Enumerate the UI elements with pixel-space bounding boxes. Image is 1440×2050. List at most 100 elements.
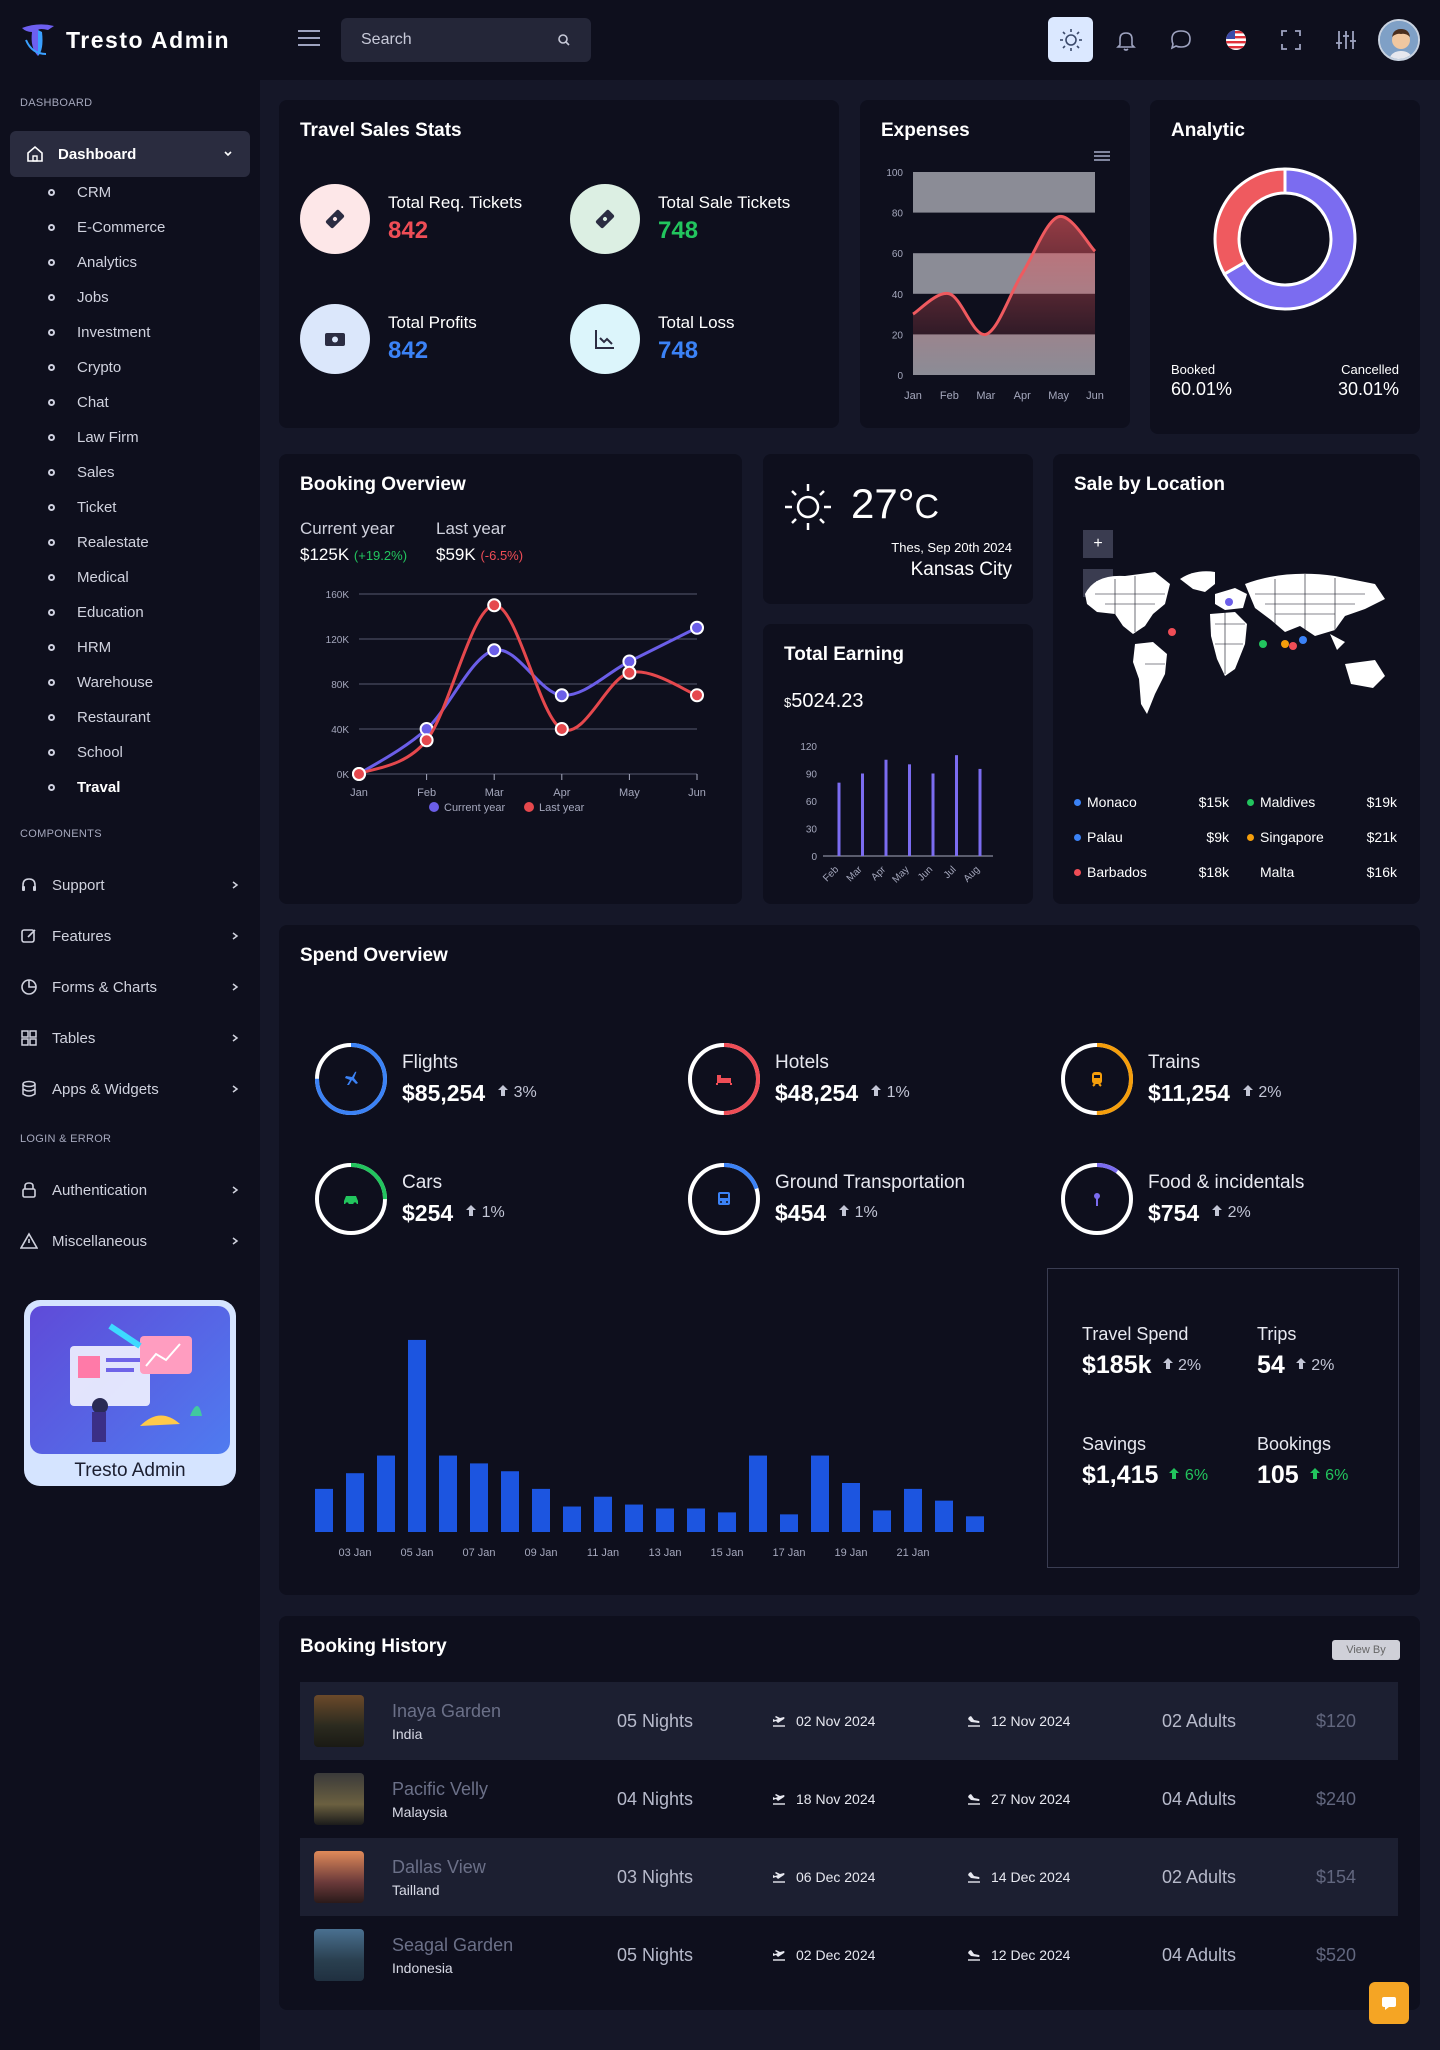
settings-button[interactable] — [1323, 17, 1368, 62]
x-tick-label: Apr — [553, 787, 570, 799]
spend-label: Trains — [1148, 1051, 1201, 1073]
spend-item-hotels[interactable]: Hotels $48,254 1% — [685, 1040, 910, 1118]
sidebar-item-forms-charts[interactable]: Forms & Charts — [20, 978, 240, 996]
sidebar-subitem[interactable]: Sales — [48, 464, 115, 481]
bar — [935, 1500, 953, 1532]
sidebar-subitem[interactable]: Warehouse — [48, 674, 153, 691]
x-tick-label: Jun — [916, 864, 935, 883]
messages-button[interactable] — [1158, 17, 1203, 62]
sidebar-subitem[interactable]: Education — [48, 604, 144, 621]
x-tick-label: 09 Jan — [524, 1547, 557, 1559]
food-icon — [1094, 1193, 1100, 1206]
sidebar-subitem[interactable]: E-Commerce — [48, 219, 165, 236]
us-flag-icon — [1225, 29, 1246, 50]
bar — [501, 1471, 519, 1532]
sidebar-subitem[interactable]: School — [48, 744, 123, 761]
spend-item-ground-transportation[interactable]: Ground Transportation $454 1% — [685, 1160, 965, 1238]
data-point — [419, 733, 434, 748]
spend-item-flights[interactable]: Flights $85,254 3% — [312, 1040, 537, 1118]
sidebar-item-dashboard[interactable]: Dashboard — [10, 131, 250, 177]
sun-icon — [785, 484, 831, 530]
sidebar-item-tables[interactable]: Tables — [20, 1029, 240, 1047]
x-tick-label: 07 Jan — [462, 1547, 495, 1559]
search-input[interactable]: Search — [341, 18, 591, 62]
spend-item-trains[interactable]: Trains $11,254 2% — [1058, 1040, 1281, 1118]
arrow-up-icon — [1162, 1357, 1173, 1369]
place-name[interactable]: Dallas View — [392, 1856, 486, 1877]
bullet-icon — [48, 679, 55, 686]
table-row[interactable]: Inaya Garden India 05 Nights 02 Nov 2024 … — [300, 1682, 1398, 1760]
fullscreen-button[interactable] — [1268, 17, 1313, 62]
notifications-button[interactable] — [1103, 17, 1148, 62]
total-earning-card: Total Earning $5024.23 120 90 60 30 0 Feb Mar A… — [763, 624, 1033, 904]
section-components-label: COMPONENTS — [20, 828, 102, 840]
view-by-button[interactable]: View By — [1332, 1640, 1400, 1660]
spend-item-food-incidentals[interactable]: Food & incidentals $754 2% — [1058, 1160, 1304, 1238]
sidebar-item-miscellaneous[interactable]: Miscellaneous — [20, 1232, 240, 1250]
sidebar-item-support[interactable]: Support — [20, 876, 240, 894]
x-tick-label: Jul — [942, 864, 959, 881]
bullet-icon — [48, 644, 55, 651]
place-name[interactable]: Pacific Velly — [392, 1778, 489, 1799]
chart-menu-icon[interactable] — [1094, 150, 1110, 162]
sidebar-item-apps-widgets[interactable]: Apps & Widgets — [20, 1080, 240, 1098]
map-zoom-in-button[interactable]: + — [1083, 530, 1113, 558]
brand[interactable]: Tresto Admin — [18, 20, 230, 60]
sidebar-subitem[interactable]: Medical — [48, 569, 129, 586]
card-title: Analytic — [1171, 120, 1245, 141]
data-point — [622, 654, 637, 669]
sidebar-subitem[interactable]: Jobs — [48, 289, 109, 306]
spend-label: Hotels — [775, 1051, 829, 1073]
sidebar-subitem[interactable]: Crypto — [48, 359, 121, 376]
card-title: Travel Sales Stats — [300, 120, 462, 141]
table-row[interactable]: Dallas View Tailland 03 Nights 06 Dec 202… — [300, 1838, 1398, 1916]
promo-card[interactable]: Tresto Admin — [24, 1300, 236, 1486]
sidebar-subitem-label: Jobs — [77, 289, 109, 306]
sidebar-subitem[interactable]: Ticket — [48, 499, 116, 516]
sidebar-item-authentication[interactable]: Authentication — [20, 1181, 240, 1199]
sidebar-subitem-label: Warehouse — [77, 674, 154, 691]
table-row[interactable]: Seagal Garden Indonesia 05 Nights 02 Dec … — [300, 1916, 1398, 1994]
checkout-date: 12 Nov 2024 — [991, 1713, 1071, 1729]
sidebar-item-features[interactable]: Features — [20, 927, 240, 945]
menu-toggle-icon[interactable] — [298, 30, 320, 48]
weather-city: Kansas City — [910, 559, 1012, 580]
current-year-label: Current year — [300, 519, 395, 538]
series-line — [912, 215, 1097, 336]
search-icon[interactable] — [557, 33, 571, 47]
sidebar-subitem[interactable]: Restaurant — [48, 709, 150, 726]
sidebar-subitem[interactable]: Chat — [48, 394, 109, 411]
spend-summary-box: Travel Spend $185k 2% Trips 54 2% Saving… — [1047, 1268, 1399, 1568]
sidebar-subitem[interactable]: Law Firm — [48, 429, 139, 446]
stat-total-profits: Total Profits 842 — [300, 304, 477, 374]
floating-chat-button[interactable] — [1369, 1982, 1409, 2024]
summary-savings: Savings $1,415 6% — [1082, 1434, 1208, 1490]
place-name[interactable]: Inaya Garden — [392, 1700, 502, 1721]
y-tick-label: 40 — [892, 290, 904, 301]
data-point — [690, 620, 704, 635]
sun-icon — [1059, 28, 1082, 51]
sidebar-subitem-label: Law Firm — [77, 429, 139, 446]
theme-toggle-button[interactable] — [1048, 17, 1093, 62]
y-tick-label: 120 — [800, 742, 817, 753]
spend-item-cars[interactable]: Cars $254 1% — [312, 1160, 505, 1238]
bar — [315, 1488, 333, 1532]
promo-label: Tresto Admin — [74, 1460, 186, 1481]
table-row[interactable]: Pacific Velly Malaysia 04 Nights 18 Nov 2… — [300, 1760, 1398, 1838]
sidebar-subitem[interactable]: HRM — [48, 639, 111, 656]
spend-change: 1% — [870, 1084, 910, 1102]
stat-total-loss: Total Loss 748 — [570, 304, 735, 374]
place-name[interactable]: Seagal Garden — [392, 1934, 514, 1955]
avatar[interactable] — [1378, 18, 1420, 61]
location-value: $9k — [1206, 829, 1229, 845]
sidebar-subitem[interactable]: Traval — [48, 779, 120, 796]
sidebar-subitem-label: Traval — [77, 779, 121, 796]
sidebar-subitem[interactable]: CRM — [48, 184, 111, 201]
sidebar-subitem[interactable]: Investment — [48, 324, 150, 341]
checkout-date: 12 Dec 2024 — [991, 1947, 1071, 1963]
bar — [408, 1339, 426, 1532]
sidebar-subitem[interactable]: Realestate — [48, 534, 149, 551]
price: $240 — [1316, 1788, 1357, 1809]
sidebar-subitem[interactable]: Analytics — [48, 254, 137, 271]
language-button[interactable] — [1213, 17, 1258, 62]
